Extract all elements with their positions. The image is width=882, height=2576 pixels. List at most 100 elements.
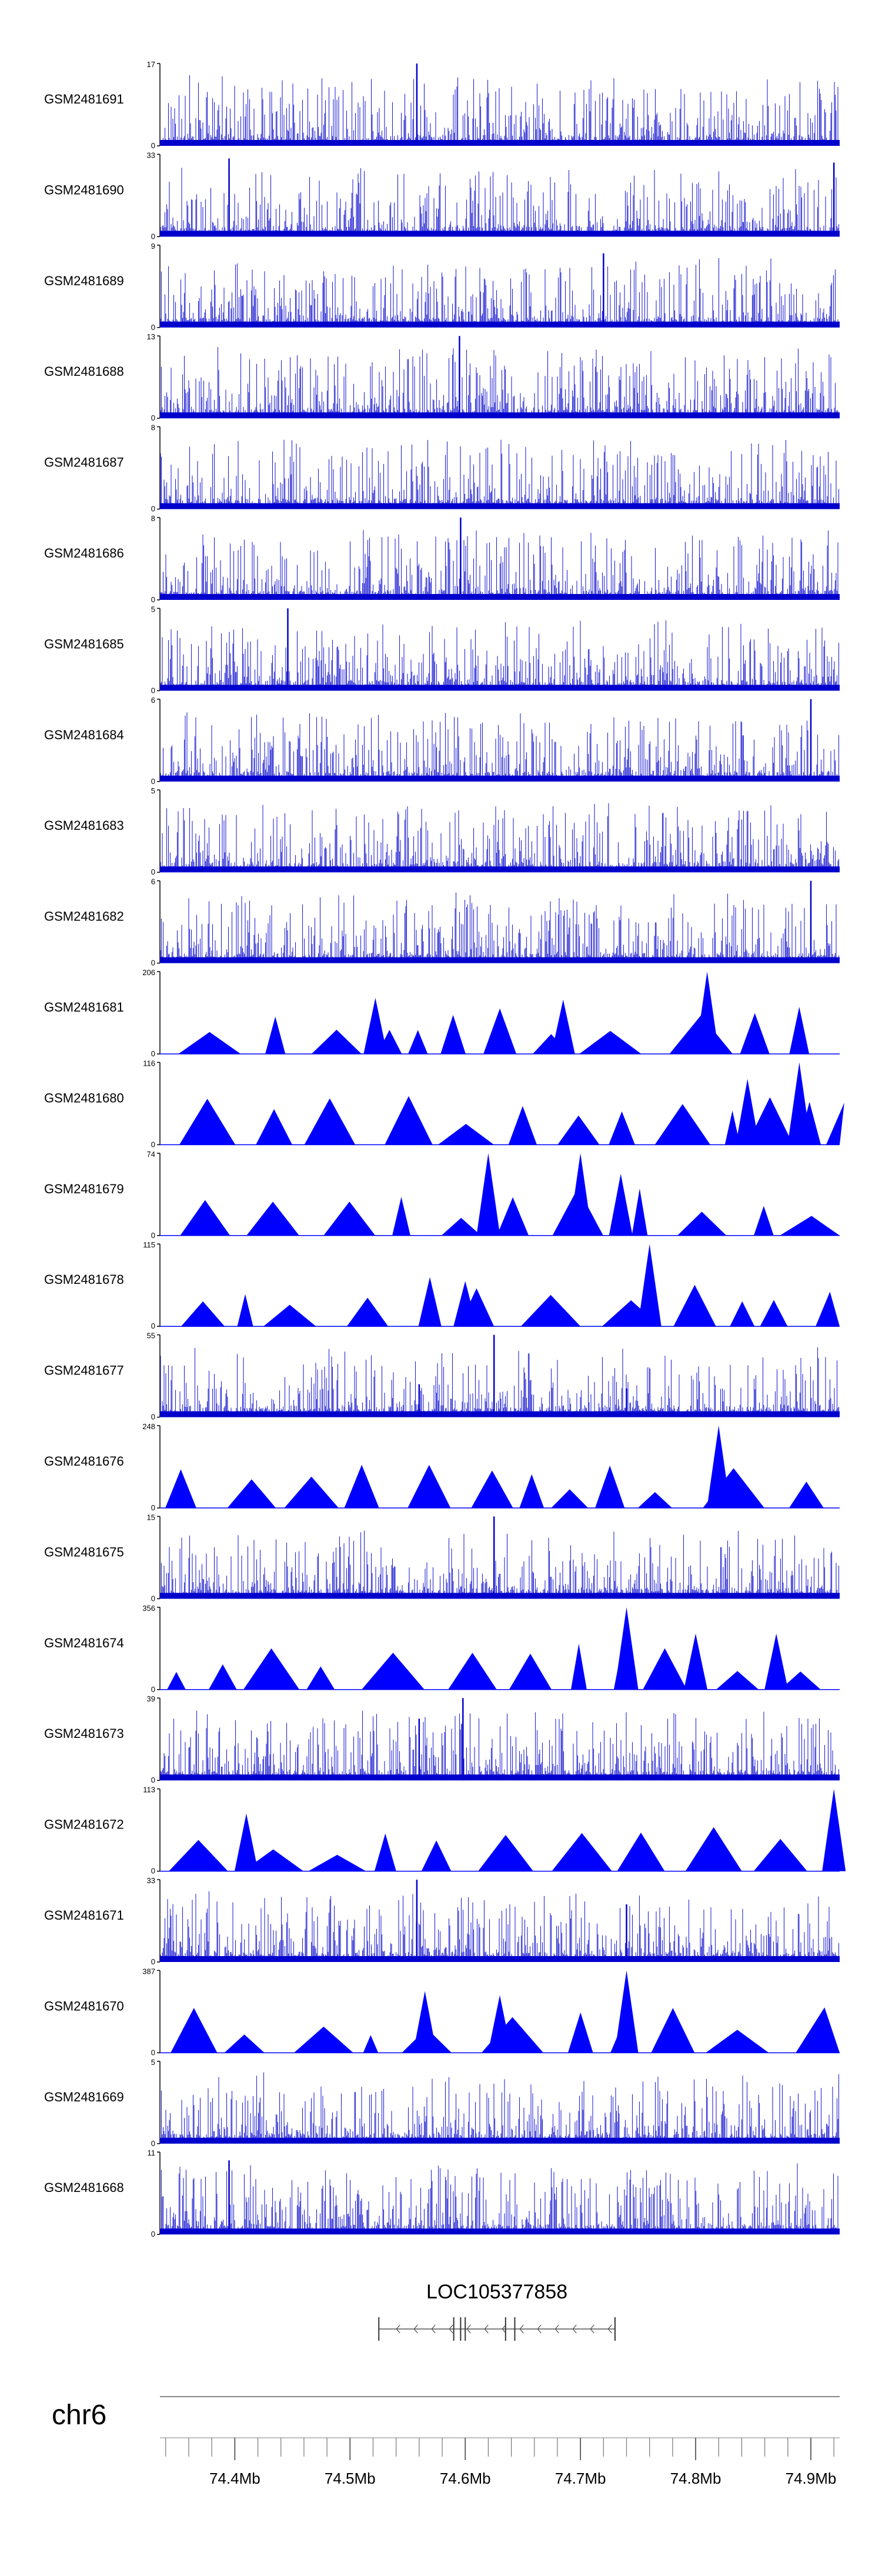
strand-arrow	[590, 2324, 594, 2334]
genome-axis: 74.4Mb 74.5Mb 74.6Mb 74.7Mb 74.8Mb 74.9Mb	[160, 2437, 840, 2487]
y-zero-label: 0	[151, 1322, 155, 1330]
track-label: GSM2481686	[44, 546, 124, 560]
track-label: GSM2481675	[44, 1544, 124, 1559]
peak-triangle-max	[488, 1995, 512, 2053]
peak-triangles	[178, 1006, 810, 1054]
signal-bars	[160, 530, 840, 600]
peak-triangle-max	[822, 1788, 846, 1871]
y-max-label: 15	[147, 1513, 155, 1521]
track-GSM2481679: GSM2481679 74 0	[44, 1150, 840, 1240]
track-label: GSM2481673	[44, 1726, 124, 1741]
y-max-label: 5	[151, 786, 155, 795]
peak-triangle-max	[736, 1079, 760, 1145]
track-GSM2481676: GSM2481676 248 0	[44, 1422, 840, 1512]
peak-triangle-max	[787, 1062, 811, 1145]
y-max-label: 17	[147, 60, 155, 69]
track-GSM2481685: GSM2481685 5 0	[44, 605, 840, 695]
track-GSM2481675: GSM2481675 15 0	[44, 1513, 840, 1603]
signal-bars	[160, 1347, 840, 1417]
track-label: GSM2481680	[44, 1090, 124, 1105]
track-GSM2481689: GSM2481689 9 0	[44, 242, 840, 332]
signal-bars	[160, 439, 840, 509]
track-GSM2481673: GSM2481673 39 0	[44, 1694, 840, 1784]
signal-baseline	[160, 2137, 840, 2144]
y-zero-label: 0	[151, 141, 155, 150]
strand-arrow	[554, 2324, 559, 2334]
chromosome-track: chr6	[52, 2396, 840, 2431]
y-zero-label: 0	[151, 2048, 155, 2057]
axis-tick-label: 74.9Mb	[786, 2470, 837, 2487]
signal-baseline	[160, 412, 840, 419]
y-zero-label: 0	[151, 1413, 155, 1422]
y-zero-label: 0	[151, 595, 155, 604]
y-zero-label: 0	[151, 323, 155, 332]
track-label: GSM2481669	[44, 2090, 124, 2104]
y-max-label: 248	[142, 1422, 155, 1431]
strand-arrow	[396, 2324, 400, 2334]
signal-baseline	[160, 321, 840, 328]
signal-baseline	[160, 1774, 840, 1781]
y-max-label: 5	[151, 2058, 155, 2067]
signal-bars	[160, 1530, 840, 1599]
track-GSM2481681: GSM2481681 206 0	[44, 968, 840, 1058]
y-max-label: 116	[143, 1059, 155, 1067]
peak-triangle-max	[684, 1633, 708, 1690]
peak-triangle-max	[695, 972, 719, 1054]
signal-bars	[160, 620, 840, 691]
peak-triangle-max	[453, 1281, 477, 1327]
y-max-label: 74	[147, 1150, 155, 1159]
signal-baseline	[160, 231, 840, 237]
y-max-label: 6	[151, 877, 155, 886]
y-max-label: 13	[147, 332, 155, 341]
track-GSM2481687: GSM2481687 8 0	[44, 423, 840, 513]
track-label: GSM2481668	[44, 2180, 124, 2195]
axis-tick-label: 74.4Mb	[209, 2470, 260, 2487]
strand-arrow	[607, 2324, 612, 2334]
peak-triangle-max	[614, 1970, 639, 2053]
y-max-label: 356	[142, 1604, 155, 1613]
y-max-label: 33	[147, 1876, 155, 1885]
y-max-label: 206	[142, 968, 155, 977]
track-label: GSM2481674	[44, 1636, 124, 1650]
y-max-label: 115	[143, 1240, 155, 1249]
track-label: GSM2481678	[44, 1272, 124, 1287]
track-GSM2481680: GSM2481680 116 0	[44, 1059, 844, 1149]
track-GSM2481684: GSM2481684 6 0	[44, 696, 840, 786]
strand-arrow	[484, 2324, 489, 2334]
signal-bars	[160, 803, 840, 873]
y-zero-label: 0	[151, 1867, 155, 1876]
y-max-label: 55	[147, 1332, 155, 1340]
axis-tick-label: 74.8Mb	[670, 2470, 721, 2487]
peak-triangle-max	[764, 1633, 789, 1690]
gene-annotation-track: LOC105377858	[378, 2281, 616, 2341]
signal-bars	[160, 712, 840, 782]
signal-baseline	[160, 685, 840, 691]
track-label: GSM2481683	[44, 818, 124, 833]
signal-baseline	[160, 1956, 840, 1962]
signal-baseline	[160, 140, 840, 146]
y-max-label: 387	[142, 1967, 155, 1976]
y-zero-label: 0	[151, 959, 155, 967]
signal-baseline	[160, 594, 840, 600]
track-label: GSM2481688	[44, 364, 124, 379]
peak-triangle-max	[707, 1426, 731, 1508]
strand-arrow	[431, 2324, 436, 2334]
y-max-label: 33	[147, 151, 155, 159]
peak-triangle-max	[551, 999, 575, 1054]
y-max-label: 113	[143, 1786, 155, 1794]
signal-bars	[160, 347, 840, 419]
signal-tracks: GSM2481691170GSM2481690330GSM248168990GS…	[44, 60, 846, 2238]
track-label: GSM2481684	[44, 728, 124, 742]
y-zero-label: 0	[151, 1503, 155, 1512]
signal-bars	[160, 75, 840, 146]
signal-baseline	[160, 1593, 840, 1599]
signal-bars	[160, 892, 840, 963]
track-GSM2481688: GSM2481688 13 0	[44, 332, 840, 422]
strand-arrow	[449, 2324, 453, 2334]
y-max-label: 8	[151, 514, 155, 523]
y-zero-label: 0	[151, 1685, 155, 1694]
peak-triangles	[169, 1827, 807, 1871]
strand-arrow	[537, 2324, 542, 2334]
chromosome-label: chr6	[52, 2400, 106, 2431]
signal-bars	[160, 168, 840, 237]
